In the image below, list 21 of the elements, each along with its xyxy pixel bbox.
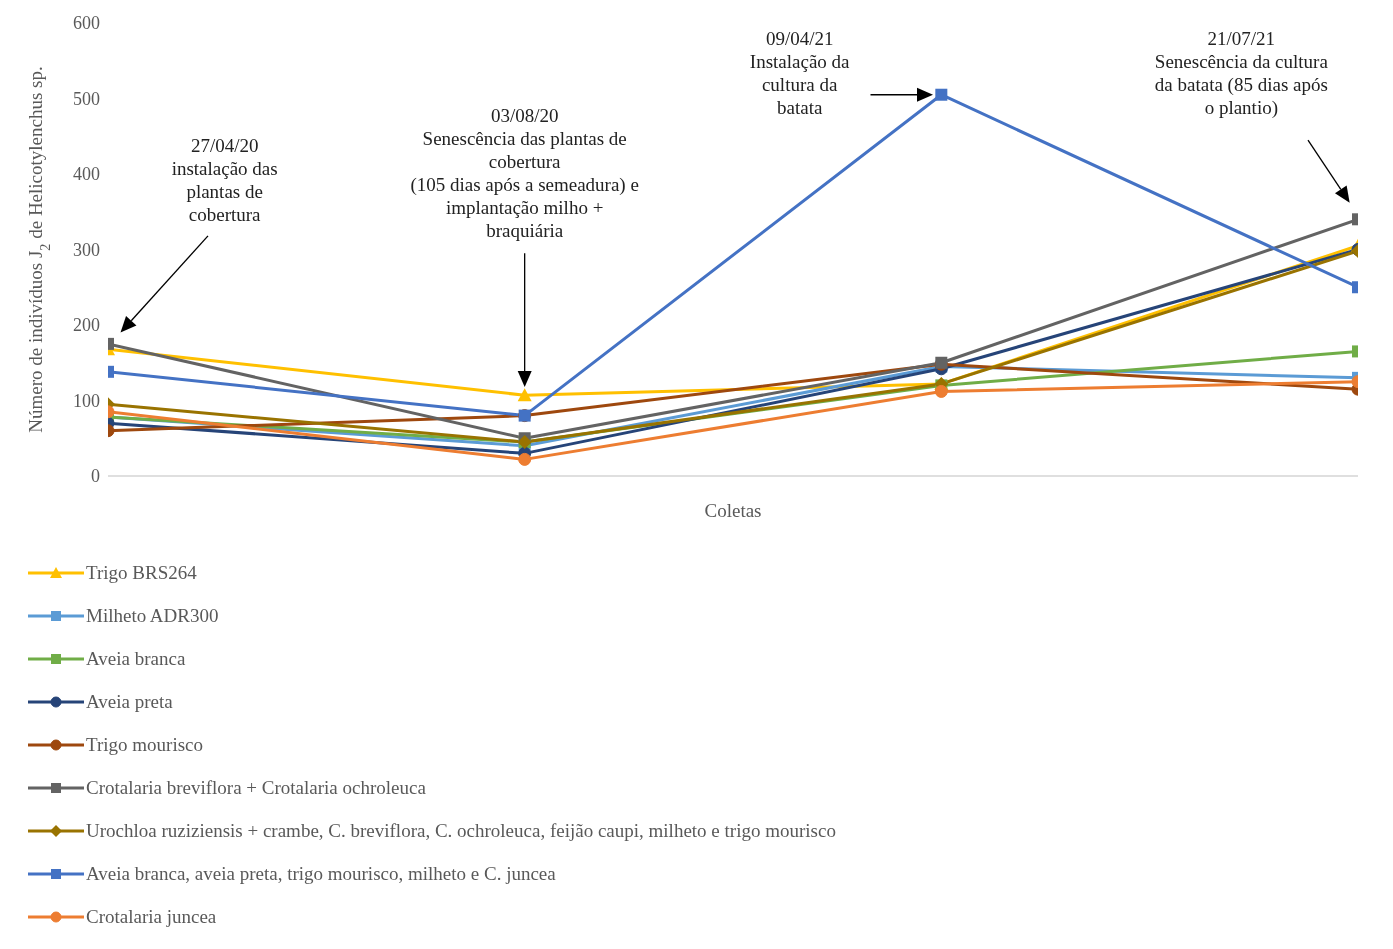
legend-label: Aveia preta (86, 690, 173, 713)
y-tick-label: 600 (73, 13, 100, 34)
legend-label: Aveia branca, aveia preta, trigo mourisco, milheto e C. juncea (86, 862, 556, 885)
y-tick-label: 0 (91, 466, 100, 487)
y-tick-label: 200 (73, 315, 100, 336)
legend-label: Crotalaria breviflora + Crotalaria ochroleuca (86, 776, 426, 799)
y-tick-label: 500 (73, 88, 100, 109)
legend-label: Aveia branca (86, 647, 186, 670)
legend-label: Milheto ADR300 (86, 604, 219, 627)
legend-label: Trigo mourisco (86, 733, 204, 756)
y-tick-label: 300 (73, 239, 100, 260)
legend-label: Crotalaria juncea (86, 905, 217, 928)
x-axis-title: Coletas (704, 500, 762, 521)
y-tick-label: 100 (73, 390, 100, 411)
annotation: 09/04/21 Instalação da cultura da batata (749, 28, 851, 119)
y-tick-label: 400 (73, 164, 100, 185)
annotation: 27/04/20 instalação das plantas de cobertura (171, 135, 278, 226)
legend-label: Urochloa ruziziensis + crambe, C. breviflora, C. ochroleuca, feijão caupi, milheto e trigo mourisco (86, 819, 836, 842)
annotation: 21/07/21 Senescência da cultura da batata (85 dias após o plantio) (1154, 28, 1329, 120)
legend-label: Trigo BRS264 (86, 561, 197, 584)
annotation: 03/08/20 Senescência das plantas de cobertura (105 dias após a semeadura) e implantação milho + braquiária (410, 105, 639, 242)
